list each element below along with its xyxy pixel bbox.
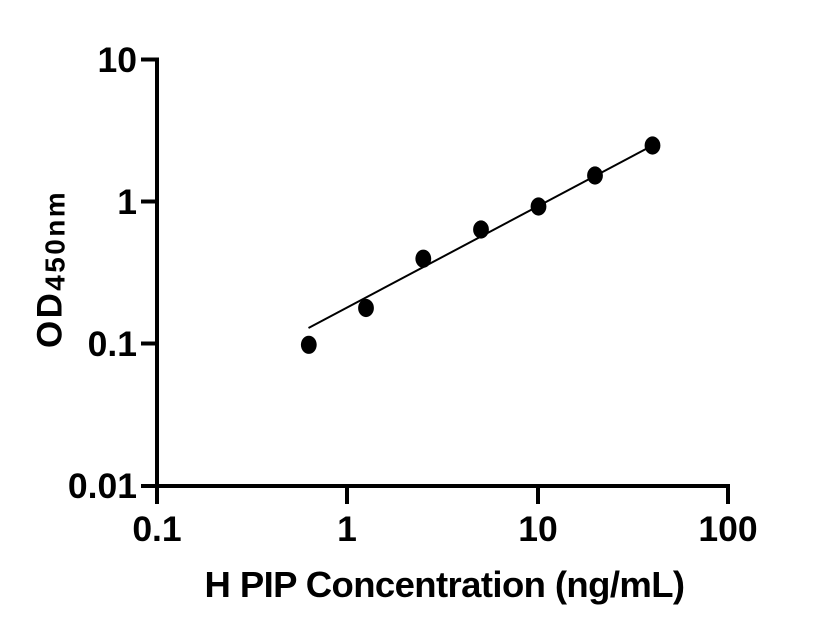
svg-text:10: 10 bbox=[518, 509, 558, 549]
svg-text:1: 1 bbox=[117, 182, 137, 222]
svg-text:H PIP Concentration (ng/mL): H PIP Concentration (ng/mL) bbox=[205, 564, 685, 605]
svg-text:100: 100 bbox=[698, 509, 757, 549]
svg-text:0.01: 0.01 bbox=[68, 466, 137, 506]
svg-text:0.1: 0.1 bbox=[132, 509, 181, 549]
svg-text:1: 1 bbox=[337, 509, 357, 549]
svg-text:10: 10 bbox=[98, 40, 138, 80]
svg-text:0.1: 0.1 bbox=[88, 324, 137, 364]
